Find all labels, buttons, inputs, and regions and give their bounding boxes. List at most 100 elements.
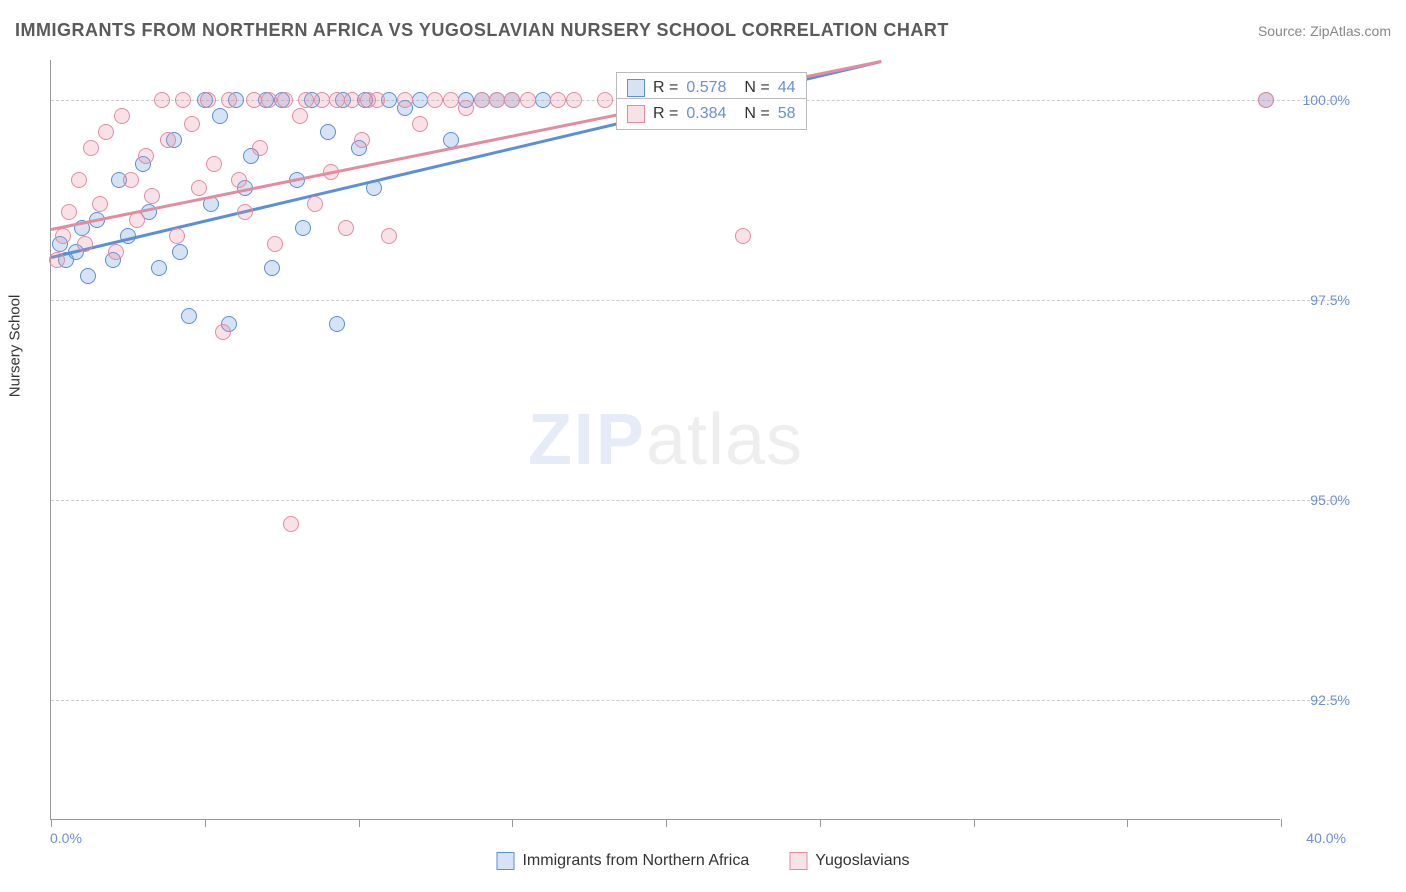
- data-point-series-1: [566, 92, 582, 108]
- legend-item-series-0: Immigrants from Northern Africa: [496, 852, 749, 870]
- data-point-series-1: [92, 196, 108, 212]
- gridline-h: [51, 300, 1340, 301]
- data-point-series-1: [123, 172, 139, 188]
- data-point-series-1: [489, 92, 505, 108]
- corr-R-label: R =: [653, 105, 678, 123]
- corr-N-value: 44: [778, 79, 796, 97]
- data-point-series-1: [175, 92, 191, 108]
- watermark: ZIPatlas: [528, 399, 803, 481]
- data-point-series-0: [212, 108, 228, 124]
- data-point-series-1: [381, 228, 397, 244]
- data-point-series-1: [108, 244, 124, 260]
- watermark-atlas: atlas: [646, 400, 803, 480]
- data-point-series-0: [535, 92, 551, 108]
- x-tick: [1127, 819, 1128, 827]
- data-point-series-0: [412, 92, 428, 108]
- data-point-series-1: [550, 92, 566, 108]
- data-point-series-0: [181, 308, 197, 324]
- data-point-series-1: [277, 92, 293, 108]
- data-point-series-0: [172, 244, 188, 260]
- data-point-series-0: [329, 316, 345, 332]
- data-point-series-1: [252, 140, 268, 156]
- data-point-series-1: [369, 92, 385, 108]
- data-point-series-1: [160, 132, 176, 148]
- data-point-series-1: [71, 172, 87, 188]
- corr-swatch: [627, 79, 645, 97]
- gridline-h: [51, 500, 1340, 501]
- data-point-series-1: [215, 324, 231, 340]
- corr-N-value: 58: [778, 105, 796, 123]
- data-point-series-1: [138, 148, 154, 164]
- legend-label-0: Immigrants from Northern Africa: [522, 852, 749, 870]
- data-point-series-1: [307, 196, 323, 212]
- correlation-legend-row-1: R = 0.384 N = 58: [616, 98, 807, 130]
- data-point-series-1: [184, 116, 200, 132]
- data-point-series-1: [191, 180, 207, 196]
- data-point-series-1: [114, 108, 130, 124]
- data-point-series-1: [61, 204, 77, 220]
- data-point-series-1: [261, 92, 277, 108]
- data-point-series-1: [206, 156, 222, 172]
- data-point-series-1: [55, 228, 71, 244]
- corr-N-label: N =: [744, 105, 769, 123]
- data-point-series-1: [98, 124, 114, 140]
- data-point-series-1: [246, 92, 262, 108]
- data-point-series-1: [520, 92, 536, 108]
- source-label: Source: ZipAtlas.com: [1258, 23, 1391, 39]
- x-tick: [666, 819, 667, 827]
- corr-N-label: N =: [744, 79, 769, 97]
- x-tick-label-max: 40.0%: [1306, 830, 1346, 846]
- corr-R-label: R =: [653, 79, 678, 97]
- data-point-series-1: [144, 188, 160, 204]
- x-tick-label-min: 0.0%: [50, 830, 82, 846]
- data-point-series-1: [283, 516, 299, 532]
- data-point-series-1: [129, 212, 145, 228]
- data-point-series-1: [458, 100, 474, 116]
- y-tick-label: 92.5%: [1310, 692, 1350, 708]
- y-tick-label: 97.5%: [1310, 292, 1350, 308]
- data-point-series-1: [200, 92, 216, 108]
- gridline-h: [51, 700, 1340, 701]
- watermark-zip: ZIP: [528, 400, 646, 480]
- data-point-series-1: [474, 92, 490, 108]
- x-tick: [974, 819, 975, 827]
- data-point-series-0: [320, 124, 336, 140]
- legend-label-1: Yugoslavians: [815, 852, 909, 870]
- chart-title: IMMIGRANTS FROM NORTHERN AFRICA VS YUGOS…: [15, 20, 949, 41]
- data-point-series-1: [231, 172, 247, 188]
- x-tick: [205, 819, 206, 827]
- data-point-series-0: [80, 268, 96, 284]
- data-point-series-1: [397, 92, 413, 108]
- data-point-series-1: [427, 92, 443, 108]
- x-tick: [820, 819, 821, 827]
- data-point-series-1: [298, 92, 314, 108]
- x-tick: [1281, 819, 1282, 827]
- data-point-series-1: [344, 92, 360, 108]
- corr-R-value: 0.384: [686, 105, 726, 123]
- y-tick-label: 95.0%: [1310, 492, 1350, 508]
- legend-item-series-1: Yugoslavians: [789, 852, 909, 870]
- x-tick: [51, 819, 52, 827]
- data-point-series-1: [49, 252, 65, 268]
- y-tick-label: 100.0%: [1303, 92, 1350, 108]
- x-tick: [359, 819, 360, 827]
- data-point-series-1: [221, 92, 237, 108]
- corr-R-value: 0.578: [686, 79, 726, 97]
- data-point-series-1: [292, 108, 308, 124]
- data-point-series-1: [338, 220, 354, 236]
- x-tick: [512, 819, 513, 827]
- corr-swatch: [627, 105, 645, 123]
- data-point-series-0: [151, 260, 167, 276]
- data-point-series-1: [154, 92, 170, 108]
- data-point-series-0: [264, 260, 280, 276]
- data-point-series-1: [504, 92, 520, 108]
- data-point-series-1: [267, 236, 283, 252]
- data-point-series-1: [314, 92, 330, 108]
- legend-swatch-1: [789, 852, 807, 870]
- data-point-series-0: [295, 220, 311, 236]
- y-axis-title: Nursery School: [7, 295, 24, 398]
- data-point-series-1: [83, 140, 99, 156]
- data-point-series-1: [237, 204, 253, 220]
- data-point-series-1: [1258, 92, 1274, 108]
- data-point-series-1: [354, 132, 370, 148]
